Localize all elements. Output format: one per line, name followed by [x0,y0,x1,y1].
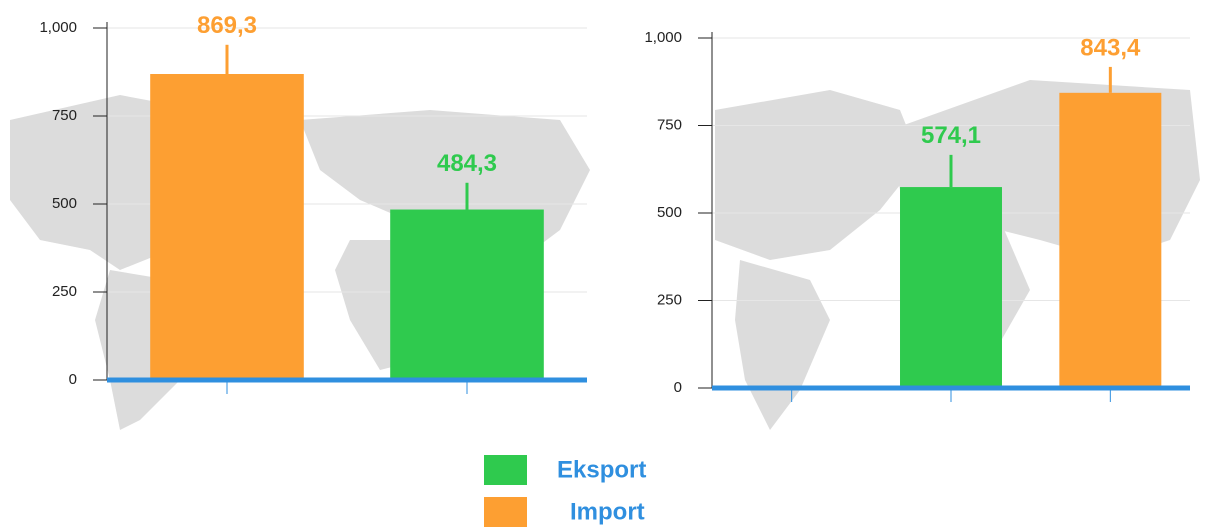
bar [150,74,304,380]
value-label: 484,3 [437,150,497,177]
bar [1059,92,1162,388]
y-tick-label: 500 [657,204,682,221]
legend-swatch [484,497,527,527]
legend-label: Import [570,498,645,525]
value-label: 574,1 [921,122,981,149]
y-tick-label: 0 [674,379,682,396]
legend-label: Eksport [557,456,646,483]
bar [390,209,544,380]
y-tick-label: 250 [52,283,77,300]
value-label: 843,4 [1080,34,1141,61]
y-tick-label: 750 [52,107,77,124]
y-tick-label: 500 [52,195,77,212]
legend-swatch [484,455,527,485]
y-tick-label: 1,000 [39,19,77,36]
y-tick-label: 750 [657,116,682,133]
y-tick-label: 1,000 [644,29,682,46]
y-tick-label: 250 [657,291,682,308]
bar [900,187,1002,388]
y-tick-label: 0 [69,371,77,388]
value-label: 869,3 [197,12,257,39]
